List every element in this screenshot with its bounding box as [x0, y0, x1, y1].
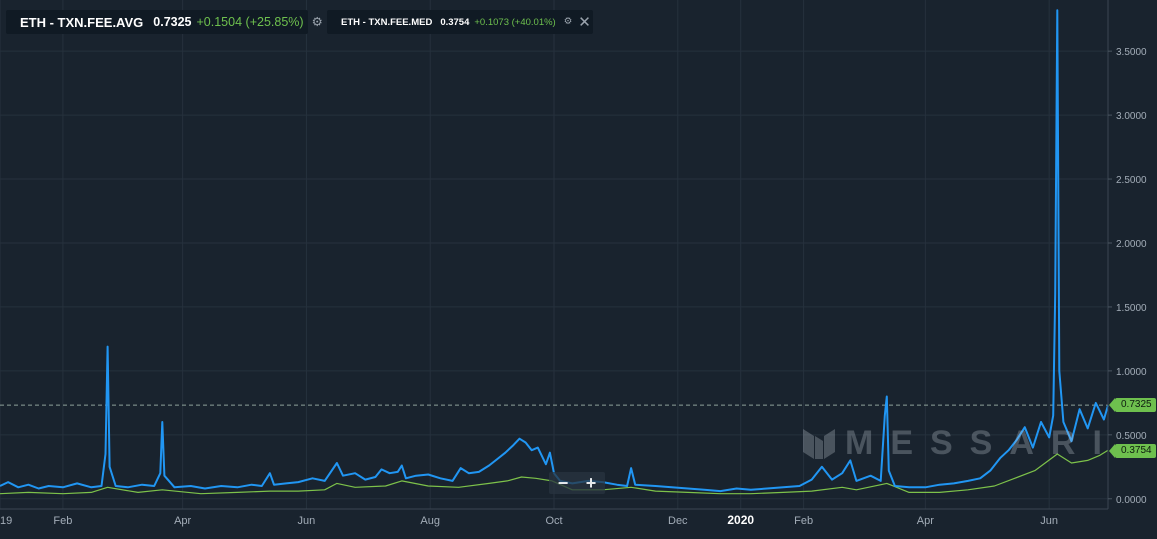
legend-med-change-pct: (+40.01%)	[511, 16, 556, 28]
y-tick-label: 1.0000	[1116, 367, 1147, 378]
y-axis: 0.0000 0.5000 1.0000 1.5000 2.0000 2.5000 3.00…	[1107, 0, 1147, 509]
legend-avg-change-abs: +0.1504	[196, 15, 243, 29]
series-line-avg	[0, 9, 1109, 493]
x-tick-label: 2020	[727, 513, 754, 527]
legend-med-change: +0.1073 (+40.01%)	[474, 17, 555, 28]
x-tick-label: Dec	[668, 515, 688, 527]
messari-logo-icon	[803, 428, 835, 459]
y-tick-label: 0.0000	[1116, 495, 1147, 506]
x-tick-label: Oct	[545, 515, 562, 527]
x-tick-label: Aug	[420, 515, 440, 527]
x-tick-label: Apr	[174, 515, 191, 527]
y-tick-label: 3.5000	[1116, 47, 1147, 58]
gear-icon[interactable]: ⚙	[311, 14, 323, 29]
price-tag-med: 0.3754	[1109, 443, 1156, 458]
watermark-text: MESSARI	[845, 424, 1119, 462]
legend-med[interactable]: ETH - TXN.FEE.MED 0.3754 +0.1073 (+40.01…	[327, 10, 593, 34]
x-tick-label: Feb	[53, 515, 72, 527]
x-tick-label: Jun	[1040, 515, 1058, 527]
legend-med-change-abs: +0.1073	[474, 16, 509, 28]
y-tick-label: 2.5000	[1116, 175, 1147, 186]
x-tick-label: Jun	[298, 515, 316, 527]
y-tick-label: 2.0000	[1116, 239, 1147, 250]
x-tick-label: Apr	[917, 515, 934, 527]
x-tick-label: 19	[0, 515, 12, 527]
legend-avg-change-pct: (+25.85%)	[245, 15, 304, 29]
legend-med-name: ETH - TXN.FEE.MED	[341, 16, 433, 28]
close-icon[interactable]: ✕	[578, 13, 591, 31]
x-axis: 19 Feb Apr Jun Aug Oct Dec 2020 Feb Apr Jun	[0, 508, 1108, 527]
y-tick-label: 3.0000	[1116, 111, 1147, 122]
legend-avg-value: 0.7325	[153, 15, 192, 29]
legend-avg-name: ETH - TXN.FEE.AVG	[20, 14, 144, 30]
legend-avg[interactable]: ETH - TXN.FEE.AVG 0.7325 +0.1504 (+25.85…	[6, 10, 323, 34]
gear-icon[interactable]: ⚙	[563, 16, 573, 28]
zoom-out-button[interactable]: −	[557, 473, 569, 493]
y-tick-label: 0.5000	[1116, 431, 1147, 442]
legend-med-value: 0.3754	[440, 16, 470, 28]
zoom-in-button[interactable]: +	[585, 473, 597, 493]
legend-avg-change: +0.1504 (+25.85%)	[197, 15, 304, 29]
price-tag-avg: 0.7325	[1109, 398, 1156, 413]
x-tick-label: Feb	[794, 515, 813, 527]
watermark: MESSARI	[803, 424, 1119, 463]
grid-lines	[0, 0, 1108, 509]
zoom-controls: − +	[549, 472, 605, 494]
y-tick-label: 1.5000	[1116, 303, 1147, 314]
